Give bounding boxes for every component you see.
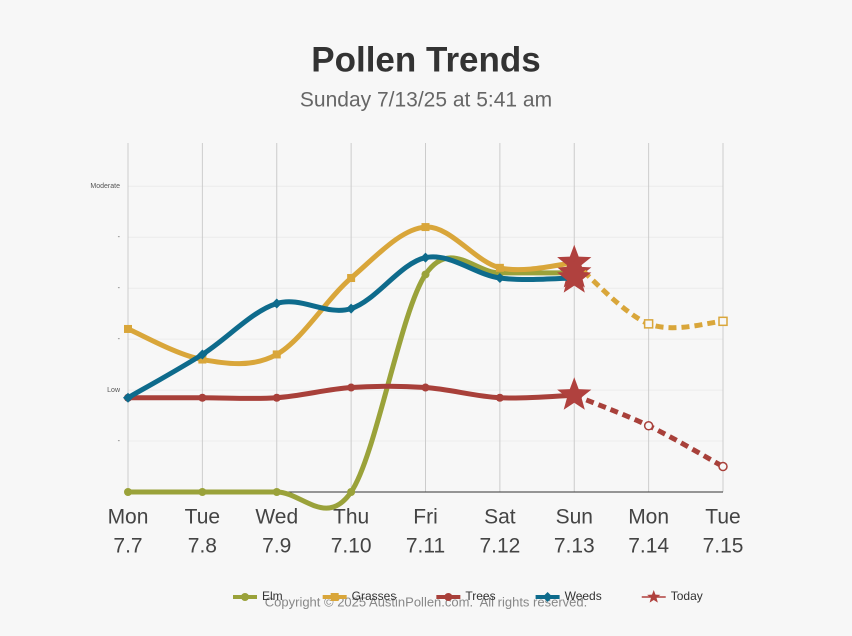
x-tick-label: Tue bbox=[705, 506, 740, 529]
marker bbox=[421, 270, 430, 279]
x-tick-date: 7.13 bbox=[554, 535, 595, 558]
y-tick-label: - bbox=[118, 438, 121, 445]
marker bbox=[272, 393, 281, 402]
x-tick-label: Fri bbox=[413, 506, 438, 529]
marker bbox=[494, 273, 505, 284]
marker bbox=[241, 593, 249, 601]
x-tick-date: 7.7 bbox=[113, 535, 142, 558]
marker bbox=[123, 392, 133, 403]
x-tick-label: Thu bbox=[333, 506, 369, 529]
marker bbox=[124, 488, 132, 496]
marker bbox=[444, 593, 453, 601]
x-tick-date: 7.12 bbox=[479, 535, 520, 558]
x-tick-label: Tue bbox=[185, 506, 220, 529]
y-tick-label: - bbox=[118, 336, 121, 343]
marker bbox=[643, 319, 654, 329]
marker bbox=[495, 263, 504, 272]
legend-label: Today bbox=[671, 589, 703, 603]
x-tick-label: Sat bbox=[484, 506, 516, 529]
legend-label: Elm bbox=[262, 589, 283, 603]
marker bbox=[495, 393, 504, 402]
series-line bbox=[127, 255, 575, 511]
x-tick-label: Mon bbox=[108, 506, 149, 529]
y-tick-label: - bbox=[118, 285, 121, 292]
x-tick-date: 7.8 bbox=[188, 535, 217, 558]
today-star bbox=[557, 260, 592, 293]
x-tick-date: 7.15 bbox=[703, 535, 744, 558]
marker bbox=[271, 298, 282, 309]
marker bbox=[421, 383, 430, 392]
marker bbox=[330, 593, 339, 601]
x-tick-date: 7.10 bbox=[331, 535, 372, 558]
legend-star bbox=[647, 590, 661, 603]
x-tick-date: 7.11 bbox=[406, 535, 445, 558]
marker bbox=[198, 393, 207, 402]
marker bbox=[420, 252, 431, 263]
marker bbox=[346, 303, 357, 314]
marker bbox=[542, 592, 553, 602]
marker bbox=[347, 488, 356, 496]
legend-label: Weeds bbox=[565, 589, 602, 603]
marker bbox=[272, 350, 281, 359]
marker bbox=[421, 223, 430, 232]
marker bbox=[198, 488, 207, 496]
x-tick-label: Sun bbox=[556, 506, 593, 529]
marker bbox=[124, 324, 132, 333]
y-tick-label: Low bbox=[107, 387, 121, 394]
marker bbox=[718, 316, 728, 327]
marker bbox=[347, 383, 356, 392]
marker bbox=[347, 274, 356, 283]
chart-subtitle: Sunday 7/13/25 at 5:41 am bbox=[300, 89, 552, 112]
x-tick-date: 7.9 bbox=[262, 535, 291, 558]
marker bbox=[198, 355, 207, 364]
marker bbox=[272, 488, 281, 496]
y-tick-label: Moderate bbox=[90, 183, 120, 190]
legend-label: Grasses bbox=[352, 589, 397, 603]
marker bbox=[718, 461, 728, 472]
y-tick-label: - bbox=[118, 234, 121, 241]
marker bbox=[643, 421, 654, 431]
today-star bbox=[557, 377, 592, 410]
chart-title: Pollen Trends bbox=[311, 40, 541, 79]
marker bbox=[197, 349, 208, 360]
x-tick-label: Wed bbox=[255, 506, 298, 529]
x-tick-label: Mon bbox=[628, 506, 669, 529]
legend-label: Trees bbox=[465, 589, 495, 603]
x-tick-date: 7.14 bbox=[628, 535, 669, 558]
